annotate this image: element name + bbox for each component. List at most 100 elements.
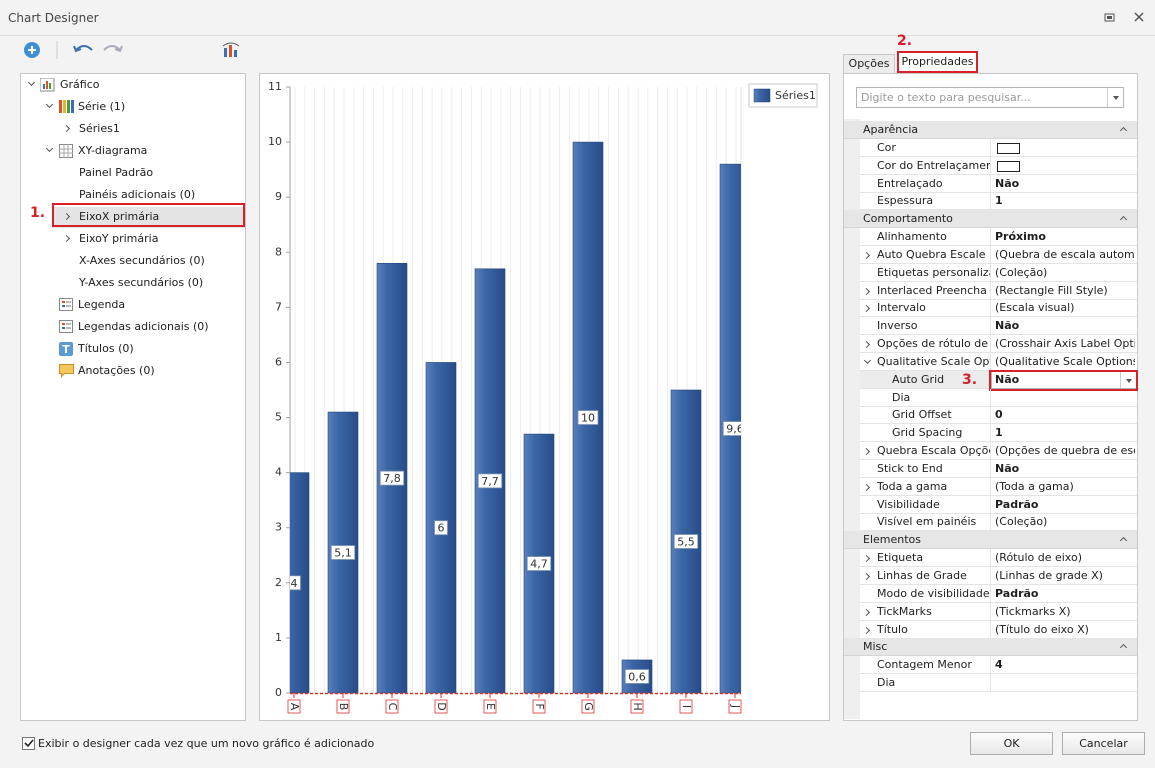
data-label: 6 xyxy=(438,522,445,535)
property-value[interactable]: Padrão xyxy=(995,586,1039,600)
property-value[interactable]: Padrão xyxy=(995,497,1039,511)
property-value[interactable]: 1 xyxy=(995,194,1003,208)
property-name[interactable]: Etiqueta xyxy=(877,551,924,565)
search-placeholder: Digite o texto para pesquisar... xyxy=(861,91,1031,104)
data-label: 9,6 xyxy=(726,423,744,436)
editor-dropdown[interactable] xyxy=(1120,371,1137,388)
property-name[interactable]: Toda a gama xyxy=(877,479,948,493)
tree-item[interactable]: X-Axes secundários (0) xyxy=(79,254,205,267)
property-value[interactable]: (Quebra de escala autom... xyxy=(995,247,1135,261)
tree-item[interactable]: EixoX primária xyxy=(79,210,160,223)
column-divider xyxy=(990,495,991,514)
property-value[interactable]: (Crosshair Axis Label Opti... xyxy=(995,337,1135,351)
group-title: Aparência xyxy=(863,123,919,136)
property-name[interactable]: Opções de rótulo de eix xyxy=(877,337,990,351)
expand-arrow[interactable] xyxy=(62,234,71,243)
tree-item[interactable]: Séries1 xyxy=(79,122,120,135)
property-name[interactable]: Inverso xyxy=(877,319,918,333)
property-name[interactable]: Linhas de Grade xyxy=(877,569,967,582)
tree-item[interactable]: Anotações (0) xyxy=(78,364,155,377)
tree-item[interactable]: Série (1) xyxy=(78,100,126,113)
property-name[interactable]: TickMarks xyxy=(877,604,932,618)
property-name[interactable]: Grid Offset xyxy=(892,408,952,422)
property-name[interactable]: Etiquetas personalizada xyxy=(877,265,990,279)
tree-icon xyxy=(59,364,75,382)
tree-icon xyxy=(59,144,75,162)
property-value[interactable]: Não xyxy=(995,319,1020,333)
property-value[interactable]: (Tickmarks X) xyxy=(995,604,1071,618)
property-value[interactable]: (Qualitative Scale Options) xyxy=(995,354,1135,368)
tree-item[interactable]: Gráfico xyxy=(60,78,100,91)
search-box[interactable]: Digite o texto para pesquisar... xyxy=(856,87,1124,108)
property-value[interactable]: 1 xyxy=(995,426,1003,440)
expand-arrow[interactable] xyxy=(62,124,71,133)
property-name[interactable]: Stick to End xyxy=(877,461,943,475)
expand-arrow-open[interactable] xyxy=(45,100,54,109)
property-name[interactable]: Quebra Escala Opções xyxy=(877,444,990,458)
property-name[interactable]: Interlaced Preencha Es xyxy=(877,283,990,297)
property-value[interactable]: (Rótulo de eixo) xyxy=(995,551,1083,565)
property-row xyxy=(860,406,1137,425)
data-label-box xyxy=(434,520,448,536)
property-value[interactable]: (Rectangle Fill Style) xyxy=(995,283,1108,297)
undo-button[interactable] xyxy=(75,45,93,51)
tree-item[interactable]: Painel Padrão xyxy=(79,166,154,179)
tree-item[interactable]: Y-Axes secundários (0) xyxy=(79,276,204,289)
property-value[interactable]: Não xyxy=(995,372,1020,386)
tree-item[interactable]: Legendas adicionais (0) xyxy=(78,320,209,333)
property-value[interactable]: Não xyxy=(995,176,1020,190)
tree-item[interactable]: Títulos (0) xyxy=(78,342,134,355)
property-name[interactable]: Auto Quebra Escale xyxy=(877,247,986,261)
property-value[interactable]: (Coleção) xyxy=(995,265,1048,279)
dropdown-arrow xyxy=(1113,96,1119,100)
property-value[interactable]: Não xyxy=(995,461,1020,475)
column-divider xyxy=(990,335,991,354)
property-name[interactable]: Visível em painéis xyxy=(877,515,977,529)
tree-item[interactable]: XY-diagrama xyxy=(78,144,148,157)
property-value[interactable]: 0 xyxy=(995,408,1003,422)
property-name[interactable]: Visibilidade xyxy=(877,497,940,511)
redo-button[interactable] xyxy=(103,45,121,51)
property-name[interactable]: Modo de visibilidade do xyxy=(877,586,990,600)
property-value[interactable]: (Linhas de grade X) xyxy=(995,569,1103,582)
tree-item[interactable]: EixoY primária xyxy=(79,232,159,245)
checkbox[interactable] xyxy=(22,737,35,750)
tab[interactable]: Opções xyxy=(843,54,895,73)
column-divider xyxy=(990,674,991,693)
tree-item[interactable]: Legenda xyxy=(78,298,126,311)
window-controls[interactable] xyxy=(1100,8,1150,28)
property-name[interactable]: Cor xyxy=(877,140,896,154)
property-name[interactable]: Intervalo xyxy=(877,301,926,315)
column-divider xyxy=(990,299,991,318)
button[interactable]: Cancelar xyxy=(1062,732,1145,755)
data-label-box xyxy=(290,575,301,591)
property-name[interactable]: Qualitative Scale Option xyxy=(877,354,990,368)
tree-item[interactable]: Painéis adicionais (0) xyxy=(79,188,196,201)
property-name[interactable]: Título xyxy=(877,622,908,636)
search-dropdown[interactable] xyxy=(1107,88,1124,107)
property-name[interactable]: Auto Grid xyxy=(892,372,945,386)
icon-chart xyxy=(39,77,55,92)
property-name[interactable]: Espessura xyxy=(877,194,934,208)
property-value[interactable]: (Título do eixo X) xyxy=(995,622,1089,636)
expand-arrow-open[interactable] xyxy=(27,78,36,87)
property-row xyxy=(860,656,1137,675)
property-value[interactable]: Próximo xyxy=(995,230,1046,244)
property-value[interactable]: (Coleção) xyxy=(995,515,1048,529)
property-name[interactable]: Contagem Menor xyxy=(877,658,972,672)
column-divider xyxy=(990,549,991,568)
expand-arrow-open[interactable] xyxy=(45,144,54,153)
chart-wizard-button[interactable] xyxy=(222,42,240,57)
property-name[interactable]: Dia xyxy=(892,390,911,404)
button[interactable]: OK xyxy=(970,732,1053,755)
property-name[interactable]: Entrelaçado xyxy=(877,176,943,190)
property-value[interactable]: 4 xyxy=(995,658,1003,672)
property-name[interactable]: Cor do Entrelaçamento xyxy=(877,158,990,172)
property-name[interactable]: Grid Spacing xyxy=(892,426,963,440)
property-value[interactable]: (Escala visual) xyxy=(995,301,1075,315)
property-value[interactable]: (Opções de quebra de esc... xyxy=(995,444,1135,458)
property-name[interactable]: Alinhamento xyxy=(877,230,947,244)
property-name[interactable]: Dia xyxy=(877,676,896,690)
property-value[interactable]: (Toda a gama) xyxy=(995,479,1074,493)
